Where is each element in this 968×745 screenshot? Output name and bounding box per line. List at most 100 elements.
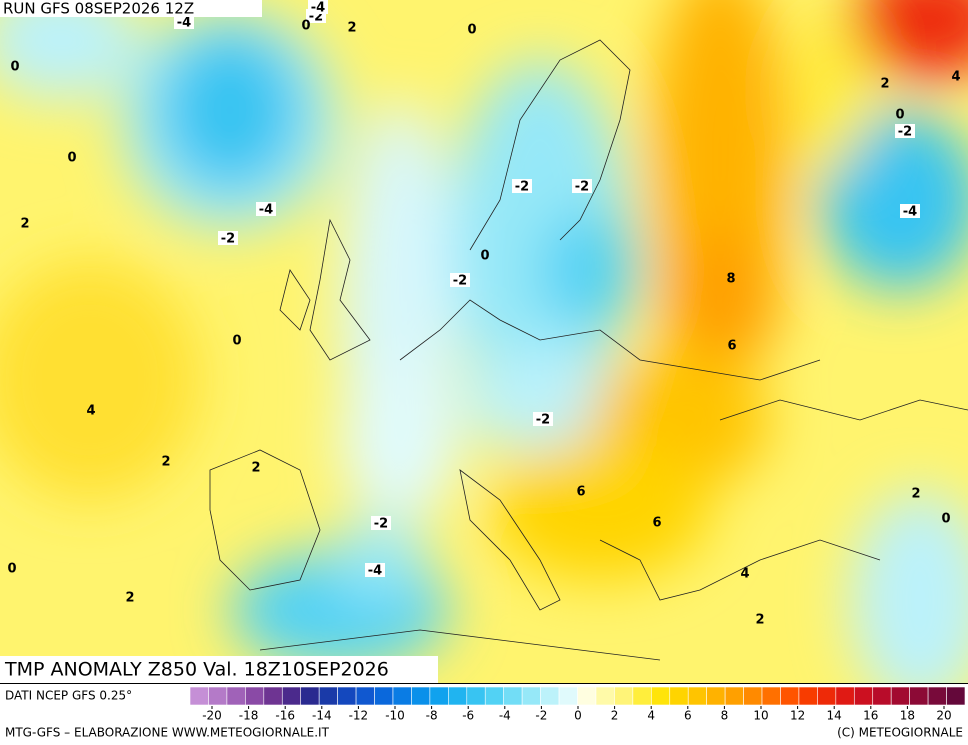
contour-label: -2 [575, 180, 589, 195]
contour-label: 2 [251, 461, 260, 476]
contour-label: 6 [652, 516, 661, 531]
color-swatch [245, 686, 265, 706]
coastlines [209, 39, 968, 661]
contour-label-box [308, 0, 328, 14]
contour-label: 4 [86, 404, 95, 419]
color-swatch [927, 686, 947, 706]
color-swatch [909, 686, 929, 706]
contour-label: 0 [7, 562, 16, 577]
color-swatch [687, 686, 707, 706]
contour-label: 6 [727, 339, 736, 354]
color-swatch [577, 686, 597, 706]
color-swatch [411, 686, 431, 706]
color-swatch [540, 686, 560, 706]
color-swatch [743, 686, 763, 706]
color-swatch [503, 686, 523, 706]
title-box [0, 656, 438, 683]
run-label: RUN GFS 08SEP2026 12Z [3, 0, 194, 18]
color-swatch [761, 686, 781, 706]
tick-label: 10 [753, 709, 768, 723]
color-swatch [946, 686, 966, 706]
contour-label: -4 [259, 203, 273, 218]
color-swatch [337, 686, 357, 706]
contour-label: -4 [311, 1, 325, 16]
color-swatch [300, 686, 320, 706]
color-swatch [226, 686, 246, 706]
tick-label: 6 [684, 709, 692, 723]
contour-label: 4 [951, 70, 960, 85]
contour-label: -4 [368, 564, 382, 579]
contour-label: -2 [453, 274, 467, 289]
tick-label: -2 [535, 709, 547, 723]
color-swatch [392, 686, 412, 706]
contour-label: 0 [480, 249, 489, 264]
tick-label: -12 [349, 709, 369, 723]
contour-label: 2 [125, 591, 134, 606]
source: DATI NCEP GFS 0.25° [5, 689, 132, 703]
contour-label-box [895, 124, 915, 138]
color-swatch [724, 686, 744, 706]
contour-label-box [572, 179, 592, 193]
color-swatch [281, 686, 302, 706]
credit: MTG-GFS – ELABORAZIONE WWW.METEOGIORNALE… [5, 726, 330, 740]
contour-label-box [365, 563, 385, 577]
contour-label-box [450, 273, 470, 287]
tick-label: 12 [790, 709, 805, 723]
contour-label: -2 [221, 232, 235, 247]
tick-label: -6 [462, 709, 474, 723]
color-swatch [318, 686, 338, 706]
tick-label: -10 [385, 709, 405, 723]
contour-label: 0 [67, 151, 76, 166]
color-swatch [189, 686, 209, 706]
color-swatch [890, 686, 910, 706]
contour-label: -4 [177, 16, 191, 31]
contour-label-box [533, 412, 553, 426]
contour-label-box [900, 204, 920, 218]
contour-label: 2 [755, 613, 764, 628]
color-swatch [208, 686, 228, 706]
contour-label: 0 [467, 23, 476, 38]
color-swatch [706, 686, 726, 706]
tick-label: 16 [863, 709, 878, 723]
contour-label: 4 [740, 567, 749, 582]
color-swatch [466, 686, 486, 706]
color-swatch [669, 686, 689, 706]
contour-label-box [371, 516, 391, 530]
contour-label: 2 [880, 77, 889, 92]
contour-label: 0 [895, 108, 904, 123]
color-swatch [614, 686, 634, 706]
contour-label: -2 [898, 125, 912, 140]
color-swatch [872, 686, 892, 706]
tick-label: -4 [499, 709, 511, 723]
tick-label: 0 [574, 709, 582, 723]
color-swatch [780, 686, 800, 706]
tick-label: -14 [312, 709, 332, 723]
contour-label: 6 [576, 485, 585, 500]
contour-label: -4 [903, 205, 917, 220]
tick-label: 20 [936, 709, 951, 723]
run-box [0, 0, 262, 17]
contour-label: -2 [374, 517, 388, 532]
tick-label: 4 [647, 709, 655, 723]
color-swatch [448, 686, 468, 706]
contour-label: 0 [10, 60, 19, 75]
map-title: TMP ANOMALY Z850 Val. 18Z10SEP2026 [4, 659, 389, 681]
tick-label: 18 [900, 709, 915, 723]
contour-label: 2 [20, 217, 29, 232]
contour-label-box [218, 231, 238, 245]
contour-label: 8 [726, 272, 735, 287]
color-swatch [835, 686, 855, 706]
tick-label: -8 [426, 709, 438, 723]
contour-label-box [174, 15, 194, 29]
color-swatch [263, 686, 283, 706]
contour-label: 0 [941, 512, 950, 527]
tick-label: 8 [721, 709, 729, 723]
copyright: (C) METEOGIORNALE [837, 726, 963, 740]
contour-label: 0 [232, 334, 241, 349]
tick-label: -18 [239, 709, 259, 723]
contour-label: 0 [301, 19, 310, 34]
